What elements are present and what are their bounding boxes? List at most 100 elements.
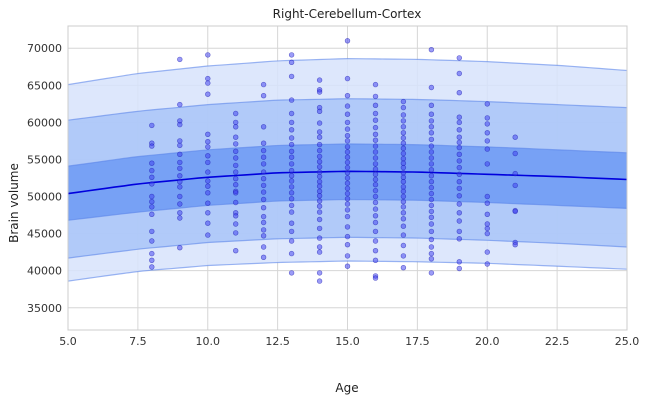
data-point-125 [316, 164, 323, 170]
data-point-206 [400, 145, 407, 152]
data-point-239 [428, 173, 435, 179]
data-point-278 [484, 115, 490, 121]
data-point-98 [288, 154, 295, 160]
data-point-137 [316, 235, 323, 241]
data-point-33 [205, 52, 211, 58]
data-point-216 [400, 193, 407, 200]
data-point-160 [344, 190, 351, 197]
data-point-188 [372, 199, 379, 206]
data-point-203 [400, 130, 407, 136]
data-point-10 [149, 211, 155, 218]
data-point-281 [484, 138, 490, 144]
data-point-88 [288, 52, 295, 58]
data-point-102 [288, 178, 295, 184]
data-point-75 [260, 161, 267, 167]
data-point-187 [372, 193, 379, 200]
data-point-247 [428, 221, 435, 227]
data-point-130 [316, 188, 323, 195]
data-point-62 [233, 190, 239, 196]
data-point-26 [177, 179, 183, 185]
data-point-36 [205, 91, 211, 97]
data-point-184 [372, 176, 379, 183]
data-point-168 [344, 253, 351, 259]
data-point-192 [372, 228, 379, 235]
data-point-42 [205, 169, 211, 175]
data-point-123 [316, 153, 323, 160]
data-point-71 [260, 124, 267, 130]
data-point-174 [372, 117, 379, 123]
data-point-259 [456, 127, 462, 133]
data-point-96 [288, 141, 295, 148]
data-point-13 [149, 250, 155, 257]
data-point-5 [149, 174, 155, 181]
data-point-124 [316, 159, 323, 165]
data-point-255 [456, 70, 462, 77]
data-point-241 [428, 184, 435, 191]
data-point-47 [205, 210, 211, 216]
data-point-234 [428, 143, 435, 149]
data-point-30 [177, 210, 183, 216]
data-point-2 [149, 143, 155, 149]
data-point-51 [233, 119, 239, 126]
data-point-280 [484, 130, 490, 136]
data-point-81 [260, 205, 267, 211]
data-point-189 [372, 206, 379, 212]
data-point-92 [288, 110, 295, 117]
data-point-85 [260, 233, 267, 239]
data-point-193 [372, 238, 379, 244]
data-point-176 [372, 131, 379, 138]
data-point-264 [456, 158, 462, 164]
data-point-181 [372, 161, 379, 167]
data-point-16 [177, 56, 183, 63]
band-1-upper-edge [67, 98, 628, 121]
data-point-41 [205, 159, 211, 166]
data-point-147 [344, 119, 351, 126]
data-point-237 [428, 161, 435, 167]
data-point-260 [456, 134, 462, 140]
data-point-170 [372, 81, 379, 88]
data-point-150 [344, 138, 351, 144]
data-point-162 [344, 201, 351, 207]
data-point-223 [400, 242, 407, 249]
data-point-145 [344, 103, 351, 109]
data-point-175 [372, 124, 379, 131]
data-point-246 [428, 214, 435, 221]
y-tick-label-1: 40000 [27, 265, 62, 278]
y-tick-label-3: 50000 [27, 191, 62, 204]
data-point-43 [205, 178, 211, 184]
data-point-48 [205, 220, 211, 226]
chart-title: Right-Cerebellum-Cortex [273, 7, 422, 21]
data-point-74 [260, 154, 267, 160]
data-point-49 [205, 232, 211, 238]
data-point-14 [149, 257, 155, 263]
data-point-185 [372, 182, 379, 188]
data-point-257 [456, 114, 462, 120]
data-point-45 [205, 190, 211, 196]
data-point-265 [456, 164, 462, 171]
data-point-87 [260, 254, 267, 260]
data-point-292 [512, 134, 518, 140]
data-point-119 [316, 129, 323, 135]
data-point-69 [260, 81, 267, 88]
data-point-134 [316, 209, 323, 215]
data-point-211 [400, 170, 407, 176]
data-point-67 [233, 230, 239, 236]
data-point-163 [344, 207, 351, 213]
data-point-135 [316, 216, 323, 223]
data-point-77 [260, 176, 267, 182]
data-point-291 [484, 261, 490, 267]
data-point-258 [456, 119, 462, 126]
data-point-202 [400, 124, 407, 130]
data-point-290 [484, 249, 490, 255]
data-point-139 [316, 249, 323, 255]
data-point-79 [260, 189, 267, 195]
data-point-177 [372, 137, 379, 143]
data-point-288 [484, 225, 490, 232]
data-point-94 [288, 127, 295, 133]
data-point-55 [233, 148, 239, 155]
data-point-222 [400, 232, 407, 238]
data-point-136 [316, 225, 323, 232]
data-point-197 [372, 275, 379, 281]
data-point-86 [260, 244, 267, 250]
data-point-236 [428, 155, 435, 161]
